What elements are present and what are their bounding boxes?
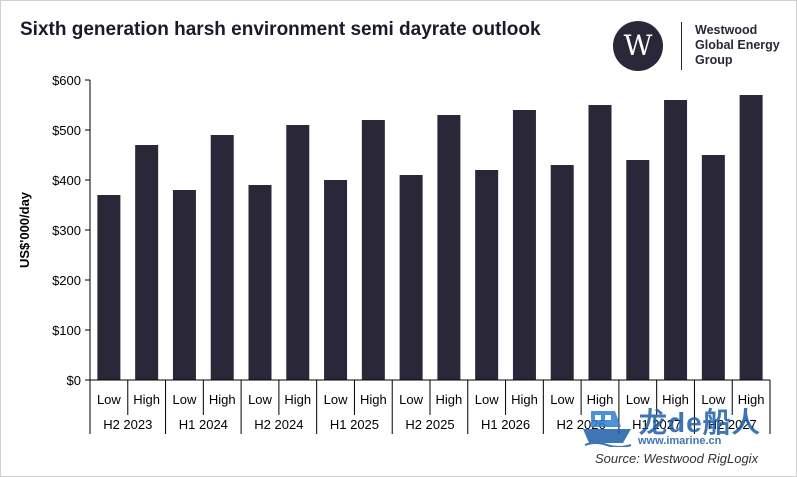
bar-h1-2027-high [664, 100, 688, 380]
y-tick-label-100: $100 [52, 323, 81, 338]
bar-h1-2024-low [172, 190, 196, 380]
group-label-h2-2027: H2 2027 [708, 417, 757, 432]
x-tick-label-17-high: High [738, 392, 765, 407]
x-tick-label-16-low: Low [701, 392, 725, 407]
x-tick-label-3-high: High [209, 392, 236, 407]
x-tick-label-8-low: Low [399, 392, 423, 407]
watermark-url: www.imarine.cn [635, 435, 725, 447]
y-tick-label-400: $400 [52, 173, 81, 188]
westwood-logo: W Westwood Global Energy Group [613, 21, 783, 73]
x-tick-label-0-low: Low [97, 392, 121, 407]
source-note: Source: Westwood RigLogix [595, 451, 759, 466]
x-tick-label-2-low: Low [173, 392, 197, 407]
group-label-h2-2023: H2 2023 [103, 417, 152, 432]
bar-h1-2024-high [210, 135, 234, 380]
logo-line-3: Group [695, 53, 733, 67]
bar-h2-2026-low [550, 165, 574, 380]
logo-divider [681, 22, 682, 70]
group-label-h1-2024: H1 2024 [179, 417, 228, 432]
group-label-h2-2024: H2 2024 [254, 417, 303, 432]
bar-h1-2026-low [475, 170, 499, 380]
x-tick-label-13-high: High [587, 392, 614, 407]
group-label-h2-2025: H2 2025 [405, 417, 454, 432]
bar-h2-2024-low [248, 185, 272, 380]
x-tick-label-10-low: Low [475, 392, 499, 407]
bar-h2-2023-high [135, 145, 159, 380]
y-tick-label-500: $500 [52, 123, 81, 138]
logo-text: Westwood Global Energy Group [695, 23, 780, 68]
bar-h1-2026-high [512, 110, 536, 380]
bar-h2-2025-high [437, 115, 461, 380]
watermark-text: 龙de船人 [639, 407, 761, 438]
bar-h2-2024-high [286, 125, 310, 380]
logo-line-1: Westwood [695, 23, 758, 37]
x-tick-label-6-low: Low [324, 392, 348, 407]
bar-h1-2027-low [626, 160, 650, 380]
bar-h2-2023-low [97, 195, 121, 380]
bar-h1-2025-low [324, 180, 348, 380]
x-tick-label-9-high: High [436, 392, 463, 407]
x-tick-label-7-high: High [360, 392, 387, 407]
x-tick-label-11-high: High [511, 392, 538, 407]
x-tick-label-14-low: Low [626, 392, 650, 407]
y-axis-title: US$'000/day [17, 191, 32, 268]
bar-h2-2027-low [701, 155, 725, 380]
logo-line-2: Global Energy [695, 38, 780, 52]
ship-icon [583, 411, 632, 447]
x-tick-label-5-high: High [284, 392, 311, 407]
x-tick-label-12-low: Low [550, 392, 574, 407]
group-label-h1-2026: H1 2026 [481, 417, 530, 432]
watermark: 龙de船人 www.imarine.cn [579, 401, 779, 453]
bar-h2-2025-low [399, 175, 423, 380]
bar-h1-2025-high [361, 120, 385, 380]
x-tick-label-15-high: High [662, 392, 689, 407]
logo-circle-icon [613, 21, 663, 71]
y-tick-label-0: $0 [67, 373, 81, 388]
chart-title: Sixth generation harsh environment semi … [20, 19, 541, 40]
x-tick-label-1-high: High [133, 392, 160, 407]
y-tick-label-300: $300 [52, 223, 81, 238]
group-label-h1-2025: H1 2025 [330, 417, 379, 432]
group-label-h1-2027: H1 2027 [632, 417, 681, 432]
logo-mark: W [623, 29, 653, 62]
bar-h2-2026-high [588, 105, 612, 380]
y-tick-label-200: $200 [52, 273, 81, 288]
bar-h2-2027-high [739, 95, 763, 380]
x-tick-label-4-low: Low [248, 392, 272, 407]
y-tick-label-600: $600 [52, 73, 81, 88]
